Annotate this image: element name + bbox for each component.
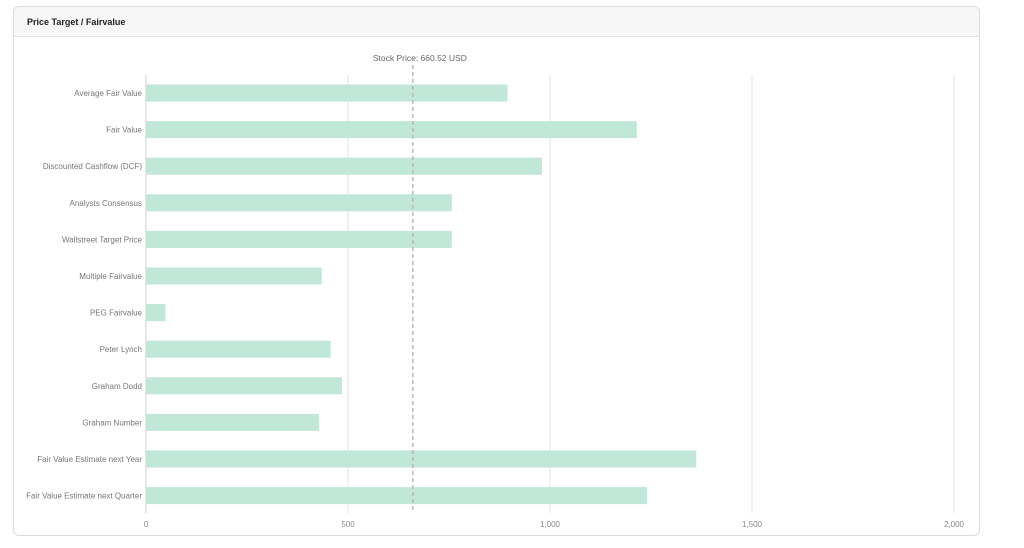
category-label: Average Fair Value bbox=[74, 89, 142, 98]
category-label: Graham Dodd bbox=[92, 382, 142, 391]
x-tick-label: 0 bbox=[144, 520, 149, 529]
bar[interactable] bbox=[146, 121, 637, 139]
category-label: Wallstreet Target Price bbox=[62, 235, 143, 244]
label-layer: Average Fair Value Fair Value Discounted C… bbox=[26, 89, 142, 501]
category-label: Multiple Fairvalue bbox=[79, 272, 142, 281]
grid-layer bbox=[145, 75, 955, 513]
category-label: Fair Value Estimate next Quarter bbox=[26, 492, 142, 501]
card-header: Price Target / Fairvalue bbox=[14, 7, 979, 37]
price-target-card: Price Target / Fairvalue Average Fair Va… bbox=[13, 6, 980, 536]
category-label: Fair Value Estimate next Year bbox=[37, 455, 142, 464]
card-title: Price Target / Fairvalue bbox=[27, 16, 126, 27]
bar[interactable] bbox=[146, 304, 166, 322]
category-label: Fair Value bbox=[106, 126, 142, 135]
bar[interactable] bbox=[146, 157, 542, 175]
category-label: Peter Lynch bbox=[100, 345, 142, 354]
x-tick-label: 2,000 bbox=[944, 520, 965, 529]
x-tick-label: 500 bbox=[341, 520, 355, 529]
bar[interactable] bbox=[146, 267, 322, 285]
category-label: Analysts Consensus bbox=[70, 199, 142, 208]
category-label: PEG Fairvalue bbox=[90, 309, 143, 318]
bar[interactable] bbox=[146, 194, 452, 212]
category-label: Graham Number bbox=[82, 418, 142, 427]
bar[interactable] bbox=[146, 340, 331, 358]
bar[interactable] bbox=[146, 84, 508, 102]
bar[interactable] bbox=[146, 450, 697, 468]
reference-layer: Stock Price: 660.52 USD bbox=[373, 53, 467, 513]
category-label: Discounted Cashflow (DCF) bbox=[43, 162, 142, 171]
tick-layer: 0 500 1,000 1,500 2,000 bbox=[144, 520, 965, 529]
x-tick-label: 1,500 bbox=[742, 520, 763, 529]
bar[interactable] bbox=[146, 377, 342, 395]
bar[interactable] bbox=[146, 487, 647, 505]
bar[interactable] bbox=[146, 230, 452, 248]
stock-price-label: Stock Price: 660.52 USD bbox=[373, 53, 467, 63]
bar[interactable] bbox=[146, 413, 319, 431]
bar-layer bbox=[146, 84, 697, 505]
fair-value-bar-chart: Average Fair Value Fair Value Discounted C… bbox=[26, 53, 965, 529]
x-tick-label: 1,000 bbox=[540, 520, 561, 529]
